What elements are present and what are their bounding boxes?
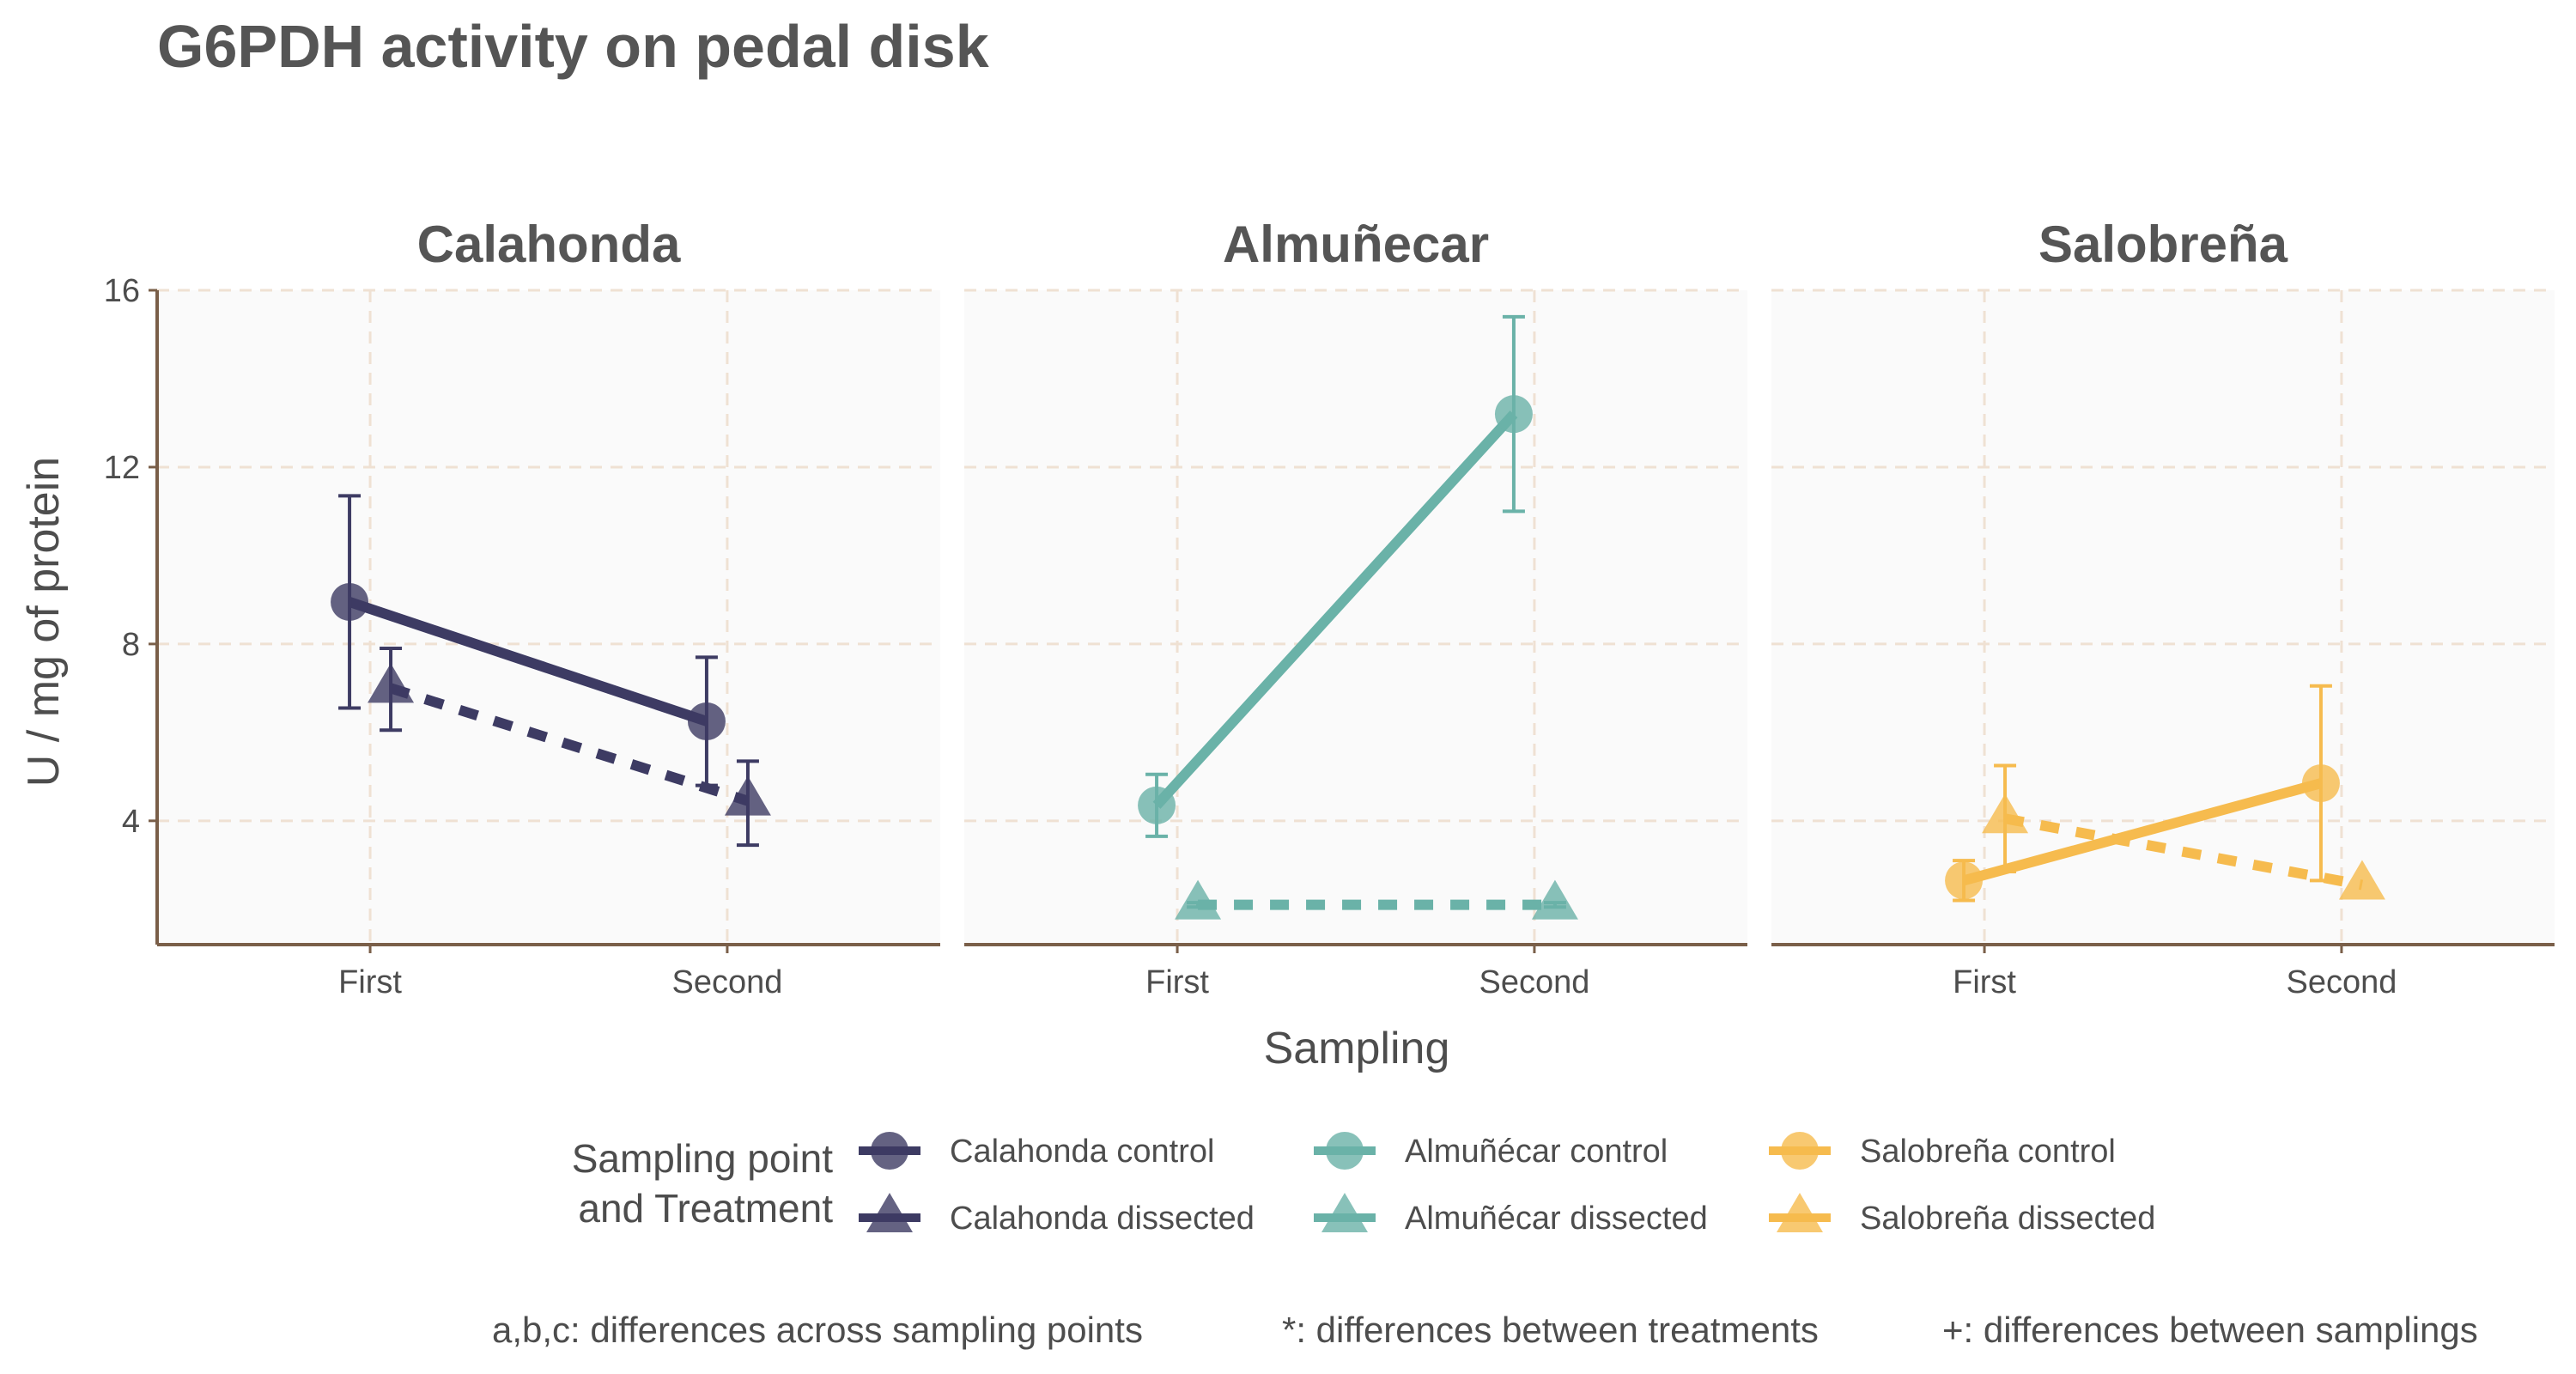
x-tick-label: First — [1953, 964, 2016, 1000]
legend-label: Salobreña control — [1860, 1134, 2116, 1170]
x-tick-label: Second — [671, 964, 782, 1000]
data-point — [2301, 764, 2340, 803]
caption-sampling-points: a,b,c: differences across sampling point… — [492, 1310, 1143, 1350]
panel-2: Almuñecar First Second — [964, 216, 1747, 1000]
data-point — [1945, 861, 1984, 900]
series-line — [389, 683, 750, 806]
series-line — [348, 597, 708, 727]
x-tick-label: First — [1145, 964, 1209, 1000]
series-line — [1152, 410, 1518, 809]
panel-1: Calahonda First Second 4 8 12 16 — [104, 216, 940, 1000]
legend-label: Calahonda control — [950, 1134, 1214, 1170]
legend-key-marker — [1321, 1193, 1368, 1232]
x-axis-title: Sampling — [1264, 1024, 1450, 1073]
legend-item: Salobreña dissected — [1769, 1193, 2155, 1237]
x-tick-label: First — [338, 964, 402, 1000]
legend-item: Calahonda dissected — [859, 1193, 1255, 1237]
legend-item: Salobreña control — [1769, 1132, 2116, 1170]
x-tick-label: Second — [1479, 964, 1589, 1000]
caption-treatments: *: differences between treatments — [1282, 1310, 1819, 1350]
panels: Calahonda First Second 4 8 12 16 Almuñecar First… — [104, 216, 2555, 1000]
data-point — [1175, 879, 1222, 920]
data-point — [368, 663, 415, 703]
data-point — [724, 775, 771, 816]
panel-background — [1771, 290, 2555, 945]
series-line — [1962, 778, 2323, 886]
y-tick-label: 12 — [104, 450, 140, 486]
y-tick-label: 16 — [104, 273, 140, 309]
series-almu-car-dissected — [1175, 879, 1578, 920]
data-point — [331, 582, 369, 621]
x-tick-label: Second — [2286, 964, 2397, 1000]
facet-label: Salobreña — [2038, 216, 2288, 273]
data-point — [1494, 395, 1533, 434]
series-salobre-a-control — [1945, 684, 2340, 903]
legend-item: Calahonda control — [859, 1132, 1214, 1170]
data-point — [687, 702, 726, 740]
facet-label: Almuñecar — [1223, 216, 1489, 273]
legend-key-marker — [1326, 1132, 1364, 1170]
panel-3: Salobreña First Second — [1771, 216, 2555, 1000]
series-almu-car-control — [1138, 314, 1533, 838]
legend-label: Salobreña dissected — [1860, 1201, 2155, 1237]
legend-item: Almuñécar dissected — [1314, 1193, 1708, 1237]
legend-label: Almuñécar control — [1405, 1134, 1668, 1170]
y-tick-label: 8 — [122, 627, 140, 663]
legend-key-marker — [1781, 1132, 1819, 1170]
legend: Sampling point and Treatment Calahonda c… — [572, 1132, 2155, 1237]
series-line — [2003, 813, 2364, 891]
y-tick-label: 4 — [122, 804, 140, 840]
panel-background — [964, 290, 1747, 945]
legend-key-marker — [1777, 1193, 1823, 1232]
data-point — [2338, 860, 2385, 900]
chart-title: G6PDH activity on pedal disk — [157, 13, 989, 80]
data-point — [1138, 786, 1176, 824]
y-axis-title: U / mg of protein — [19, 457, 69, 787]
facet-label: Calahonda — [417, 216, 681, 273]
data-point — [1531, 879, 1578, 920]
series-salobre-a-dissected — [1982, 763, 2385, 900]
data-point — [1982, 793, 2029, 834]
legend-key-marker — [871, 1132, 908, 1170]
caption-samplings: +: differences between samplings — [1942, 1310, 2478, 1350]
legend-title-line-2: and Treatment — [578, 1186, 833, 1231]
legend-key-marker — [866, 1193, 913, 1232]
legend-label: Calahonda dissected — [950, 1201, 1255, 1237]
legend-title-line-1: Sampling point — [572, 1136, 834, 1181]
legend-label: Almuñécar dissected — [1405, 1201, 1708, 1237]
legend-item: Almuñécar control — [1314, 1132, 1668, 1170]
caption: a,b,c: differences across sampling point… — [492, 1310, 2478, 1350]
panel-background — [157, 290, 940, 945]
series-calahonda-control — [331, 494, 726, 787]
series-calahonda-dissected — [368, 647, 771, 848]
